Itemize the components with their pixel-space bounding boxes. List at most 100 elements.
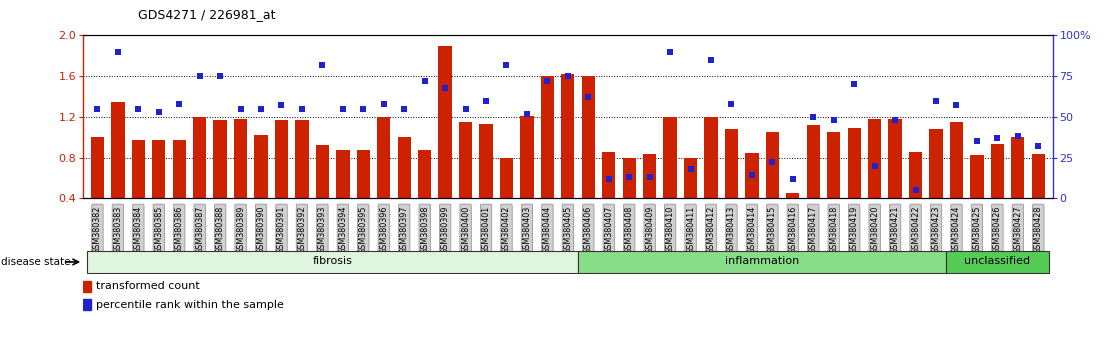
Point bbox=[1009, 133, 1027, 139]
FancyBboxPatch shape bbox=[946, 251, 1048, 273]
Bar bbox=[111, 102, 124, 239]
Point bbox=[396, 106, 413, 112]
Bar bbox=[132, 140, 145, 239]
Bar bbox=[234, 119, 247, 239]
Text: unclassified: unclassified bbox=[964, 256, 1030, 267]
Point bbox=[804, 114, 822, 120]
Text: GSM380419: GSM380419 bbox=[850, 205, 859, 254]
Bar bbox=[684, 158, 697, 239]
Text: fibrosis: fibrosis bbox=[312, 256, 352, 267]
Point bbox=[702, 57, 720, 63]
Point bbox=[886, 117, 904, 123]
Point bbox=[599, 176, 617, 182]
Point bbox=[620, 174, 638, 180]
Point bbox=[661, 49, 679, 55]
Point bbox=[681, 166, 699, 172]
Bar bbox=[950, 122, 963, 239]
Text: GSM380391: GSM380391 bbox=[277, 205, 286, 254]
Text: GSM380412: GSM380412 bbox=[707, 205, 716, 254]
Text: GSM380421: GSM380421 bbox=[891, 205, 900, 254]
Text: GSM380400: GSM380400 bbox=[461, 205, 470, 253]
Bar bbox=[418, 150, 431, 239]
Point bbox=[232, 106, 249, 112]
Text: GSM380397: GSM380397 bbox=[400, 205, 409, 254]
Text: GSM380383: GSM380383 bbox=[113, 205, 122, 253]
Point bbox=[968, 138, 986, 144]
Bar bbox=[766, 132, 779, 239]
Point bbox=[988, 135, 1006, 141]
Text: GSM380418: GSM380418 bbox=[829, 205, 839, 253]
Text: GSM380408: GSM380408 bbox=[625, 205, 634, 253]
Point bbox=[784, 176, 802, 182]
Text: GSM380388: GSM380388 bbox=[216, 205, 225, 253]
Bar bbox=[1012, 137, 1025, 239]
Point bbox=[437, 85, 454, 90]
Bar bbox=[255, 135, 268, 239]
Text: GSM380396: GSM380396 bbox=[379, 205, 388, 254]
Text: GSM380413: GSM380413 bbox=[727, 205, 736, 253]
Point bbox=[150, 109, 167, 115]
Bar bbox=[173, 140, 186, 239]
Text: GSM380392: GSM380392 bbox=[297, 205, 307, 254]
Text: percentile rank within the sample: percentile rank within the sample bbox=[95, 300, 284, 310]
Point bbox=[253, 106, 270, 112]
Bar bbox=[602, 153, 615, 239]
Bar bbox=[541, 76, 554, 239]
Point bbox=[171, 101, 188, 107]
Bar bbox=[787, 193, 800, 239]
Point bbox=[927, 98, 945, 103]
Text: GSM380409: GSM380409 bbox=[645, 205, 654, 254]
Text: GSM380401: GSM380401 bbox=[482, 205, 491, 253]
Bar bbox=[480, 124, 493, 239]
Bar bbox=[705, 117, 718, 239]
Bar bbox=[909, 153, 922, 239]
Text: GSM380417: GSM380417 bbox=[809, 205, 818, 254]
Bar bbox=[807, 125, 820, 239]
Point bbox=[538, 78, 556, 84]
Bar bbox=[193, 117, 206, 239]
Point bbox=[763, 160, 781, 165]
Bar bbox=[398, 137, 411, 239]
Point bbox=[579, 95, 597, 100]
Text: GSM380420: GSM380420 bbox=[870, 205, 879, 254]
Bar bbox=[889, 119, 902, 239]
Text: GSM380407: GSM380407 bbox=[604, 205, 613, 254]
Bar bbox=[991, 144, 1004, 239]
Bar bbox=[336, 150, 349, 239]
Point bbox=[1029, 143, 1047, 149]
Point bbox=[130, 106, 147, 112]
Text: GSM380399: GSM380399 bbox=[441, 205, 450, 254]
Bar bbox=[725, 129, 738, 239]
Bar bbox=[521, 116, 534, 239]
Point bbox=[89, 106, 106, 112]
Text: GSM380389: GSM380389 bbox=[236, 205, 245, 254]
Text: GSM380402: GSM380402 bbox=[502, 205, 511, 254]
Point bbox=[640, 174, 658, 180]
Point bbox=[519, 111, 536, 116]
Bar bbox=[930, 129, 943, 239]
Text: GSM380406: GSM380406 bbox=[584, 205, 593, 253]
FancyBboxPatch shape bbox=[88, 251, 578, 273]
Text: GSM380385: GSM380385 bbox=[154, 205, 163, 254]
Point bbox=[478, 98, 495, 103]
Bar bbox=[827, 132, 840, 239]
Bar bbox=[971, 155, 984, 239]
Bar bbox=[664, 117, 677, 239]
Point bbox=[416, 78, 433, 84]
Point bbox=[212, 73, 229, 79]
Text: GSM380384: GSM380384 bbox=[134, 205, 143, 253]
Bar bbox=[439, 46, 452, 239]
Bar bbox=[377, 117, 390, 239]
Text: disease state: disease state bbox=[1, 257, 71, 267]
Point bbox=[273, 103, 290, 108]
Point bbox=[947, 103, 965, 108]
Point bbox=[191, 73, 208, 79]
Text: GSM380428: GSM380428 bbox=[1034, 205, 1043, 254]
Bar bbox=[623, 158, 636, 239]
Text: GSM380423: GSM380423 bbox=[932, 205, 941, 254]
Text: GSM380386: GSM380386 bbox=[175, 205, 184, 253]
Text: GSM380415: GSM380415 bbox=[768, 205, 777, 254]
Bar bbox=[357, 150, 370, 239]
Point bbox=[558, 73, 576, 79]
Text: GSM380424: GSM380424 bbox=[952, 205, 961, 254]
